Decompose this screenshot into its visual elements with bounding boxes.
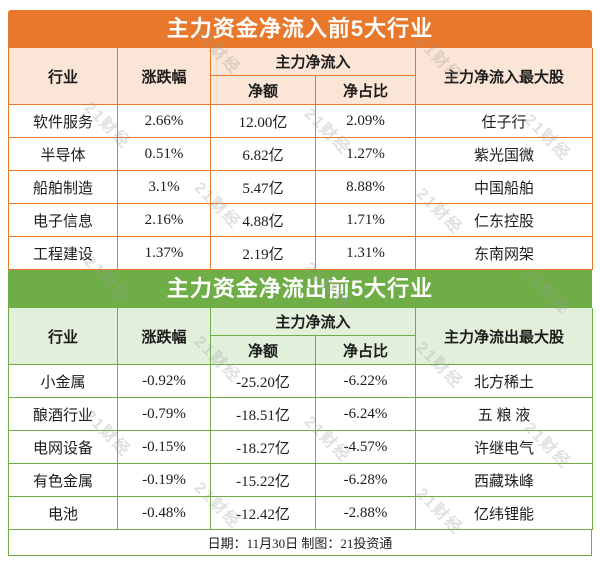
inflow-header-change: 涨跌幅 — [118, 48, 211, 105]
table-cell-industry: 酿酒行业 — [9, 398, 118, 431]
table-cell-top-stock: 五 粮 液 — [416, 398, 593, 431]
table-cell-industry: 小金属 — [9, 365, 118, 398]
footer-credit: 日期：11月30日 制图：21投资通 — [8, 530, 592, 556]
table-cell-change: -0.79% — [118, 398, 211, 431]
table-cell-net-amount: -12.42亿 — [211, 497, 316, 530]
table-cell-change: 2.16% — [118, 204, 211, 237]
table-cell-net-ratio: 1.31% — [316, 237, 416, 270]
table-cell-top-stock: 西藏珠峰 — [416, 464, 593, 497]
table-cell-net-amount: -25.20亿 — [211, 365, 316, 398]
outflow-table: 行业 涨跌幅 主力净流入 净额 净占比 主力净流出最大股 小金属 -0.92% … — [8, 308, 593, 530]
table-cell-net-amount: 5.47亿 — [211, 171, 316, 204]
table-cell-top-stock: 许继电气 — [416, 431, 593, 464]
table-cell-net-amount: -18.27亿 — [211, 431, 316, 464]
table-cell-net-ratio: 8.88% — [316, 171, 416, 204]
table-cell-net-amount: 2.19亿 — [211, 237, 316, 270]
table-cell-industry: 有色金属 — [9, 464, 118, 497]
outflow-header-top-stock: 主力净流出最大股 — [416, 308, 593, 365]
inflow-table-title: 主力资金净流入前5大行业 — [8, 10, 592, 48]
outflow-header-change: 涨跌幅 — [118, 308, 211, 365]
table-cell-net-amount: 12.00亿 — [211, 105, 316, 138]
table-cell-top-stock: 任子行 — [416, 105, 593, 138]
inflow-header-net-ratio: 净占比 — [316, 76, 416, 105]
table-cell-net-ratio: -6.22% — [316, 365, 416, 398]
table-cell-top-stock: 北方稀土 — [416, 365, 593, 398]
inflow-header-industry: 行业 — [9, 48, 118, 105]
table-cell-industry: 半导体 — [9, 138, 118, 171]
inflow-header-top-stock: 主力净流入最大股 — [416, 48, 593, 105]
table-cell-net-ratio: -4.57% — [316, 431, 416, 464]
table-cell-net-amount: -15.22亿 — [211, 464, 316, 497]
table-cell-change: 1.37% — [118, 237, 211, 270]
outflow-header-group: 主力净流入 — [211, 308, 416, 336]
table-cell-change: 2.66% — [118, 105, 211, 138]
table-cell-net-ratio: -6.28% — [316, 464, 416, 497]
table-cell-industry: 电网设备 — [9, 431, 118, 464]
table-sheet: 主力资金净流入前5大行业 行业 涨跌幅 主力净流入 净额 净占比 主力净流入最大… — [8, 10, 593, 556]
table-cell-net-amount: 6.82亿 — [211, 138, 316, 171]
table-cell-net-ratio: -2.88% — [316, 497, 416, 530]
table-cell-net-amount: -18.51亿 — [211, 398, 316, 431]
table-cell-top-stock: 亿纬锂能 — [416, 497, 593, 530]
table-cell-change: -0.48% — [118, 497, 211, 530]
inflow-table: 行业 涨跌幅 主力净流入 净额 净占比 主力净流入最大股 软件服务 2.66% … — [8, 48, 593, 270]
table-cell-top-stock: 中国船舶 — [416, 171, 593, 204]
table-cell-top-stock: 紫光国微 — [416, 138, 593, 171]
table-cell-change: -0.92% — [118, 365, 211, 398]
table-cell-change: -0.19% — [118, 464, 211, 497]
table-cell-net-ratio: 2.09% — [316, 105, 416, 138]
table-cell-industry: 工程建设 — [9, 237, 118, 270]
inflow-header-group: 主力净流入 — [211, 48, 416, 76]
table-cell-industry: 软件服务 — [9, 105, 118, 138]
table-cell-industry: 电池 — [9, 497, 118, 530]
table-cell-change: 3.1% — [118, 171, 211, 204]
table-cell-net-amount: 4.88亿 — [211, 204, 316, 237]
table-cell-change: -0.15% — [118, 431, 211, 464]
outflow-header-net-amount: 净额 — [211, 336, 316, 365]
table-cell-top-stock: 东南网架 — [416, 237, 593, 270]
outflow-header-net-ratio: 净占比 — [316, 336, 416, 365]
table-cell-industry: 电子信息 — [9, 204, 118, 237]
outflow-table-title: 主力资金净流出前5大行业 — [8, 270, 592, 308]
table-cell-change: 0.51% — [118, 138, 211, 171]
table-cell-net-ratio: 1.27% — [316, 138, 416, 171]
table-cell-top-stock: 仁东控股 — [416, 204, 593, 237]
table-cell-industry: 船舶制造 — [9, 171, 118, 204]
table-cell-net-ratio: 1.71% — [316, 204, 416, 237]
outflow-header-industry: 行业 — [9, 308, 118, 365]
table-cell-net-ratio: -6.24% — [316, 398, 416, 431]
inflow-header-net-amount: 净额 — [211, 76, 316, 105]
